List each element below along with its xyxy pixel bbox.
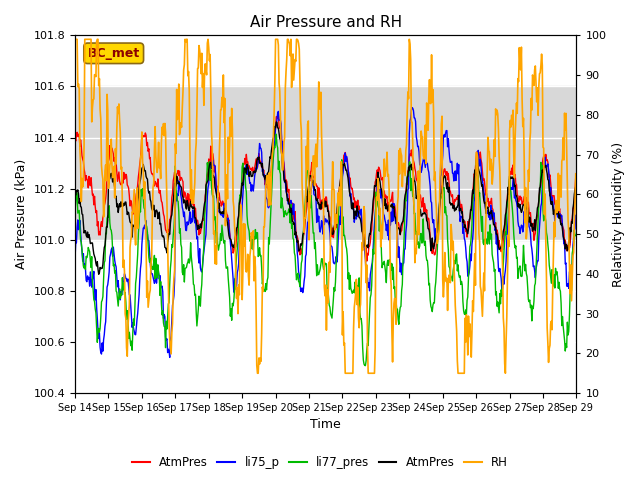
Y-axis label: Air Pressure (kPa): Air Pressure (kPa) [15, 159, 28, 269]
Text: BC_met: BC_met [88, 47, 140, 60]
Legend: AtmPres, li75_p, li77_pres, AtmPres, RH: AtmPres, li75_p, li77_pres, AtmPres, RH [127, 452, 513, 474]
X-axis label: Time: Time [310, 419, 341, 432]
Y-axis label: Relativity Humidity (%): Relativity Humidity (%) [612, 142, 625, 287]
Title: Air Pressure and RH: Air Pressure and RH [250, 15, 402, 30]
Bar [75, 86, 577, 240]
